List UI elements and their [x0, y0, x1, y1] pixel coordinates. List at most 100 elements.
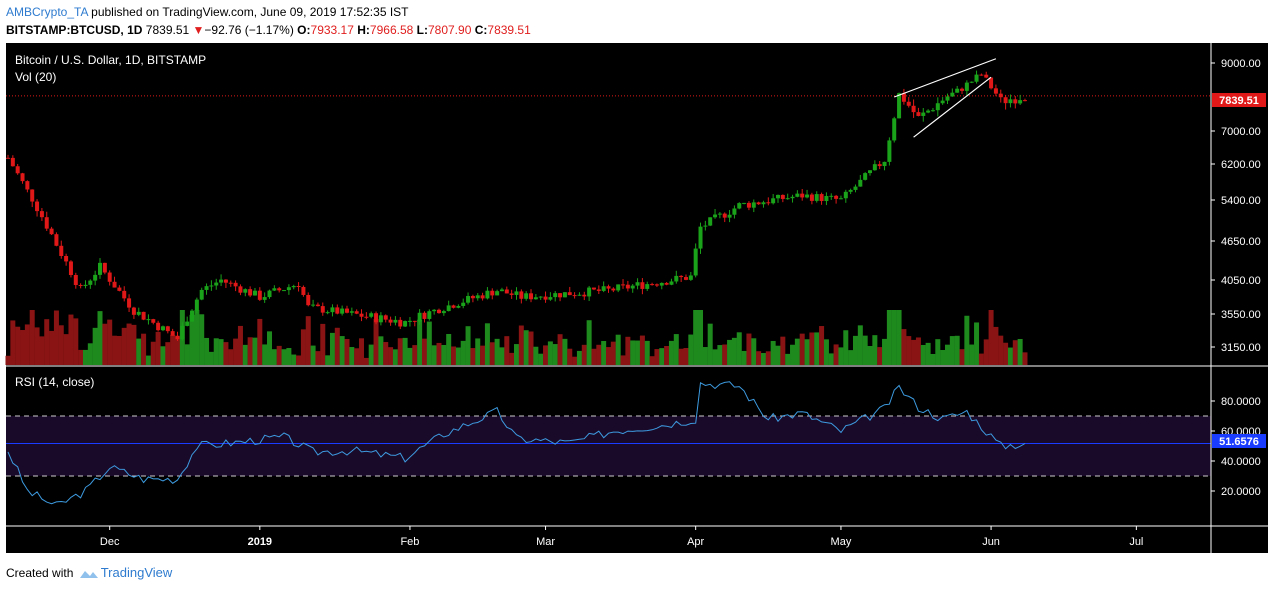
down-arrow-icon: ▼ [192, 23, 205, 37]
volume-bar [576, 350, 582, 365]
candle-body [582, 294, 587, 297]
volume-bar [538, 353, 544, 365]
candle-body [499, 289, 504, 292]
volume-bar [49, 330, 55, 365]
volume-bar [920, 344, 926, 365]
candle-body [54, 234, 59, 246]
volume-bar [785, 353, 791, 365]
tradingview-link[interactable]: TradingView [100, 565, 173, 580]
candle-body [340, 308, 345, 314]
volume-bar [20, 330, 26, 365]
candle-body [674, 275, 679, 282]
volume-bar [276, 345, 282, 365]
volume-bar [247, 337, 253, 365]
candle-body [698, 226, 703, 249]
candle-body [742, 202, 747, 204]
candle-body [20, 173, 25, 182]
candle-body [272, 288, 277, 291]
candle-body [834, 195, 839, 199]
candle-body [930, 110, 935, 112]
volume-bar [397, 338, 403, 365]
volume-bar [969, 344, 975, 365]
candle-body [780, 194, 785, 199]
volume-bar [1003, 342, 1009, 365]
volume-bar [237, 325, 243, 365]
candle-body [199, 289, 204, 300]
candle-body [664, 282, 669, 285]
volume-bar [242, 344, 248, 365]
volume-bar [770, 340, 776, 365]
candle-body [790, 196, 795, 199]
candle-body [829, 195, 834, 197]
candle-body [979, 74, 984, 76]
volume-bar [300, 329, 306, 365]
candle-body [645, 284, 650, 289]
candle-body [1022, 100, 1027, 102]
author-link[interactable]: AMBCrypto_TA [6, 5, 88, 19]
rsi-pane-title: RSI (14, close) [15, 375, 94, 389]
candle-body [475, 295, 480, 299]
volume-bar [271, 349, 277, 365]
volume-bar [620, 355, 626, 365]
candle-body [756, 202, 761, 205]
candle-body [335, 307, 340, 314]
candle-body [6, 157, 10, 159]
volume-bar [475, 338, 481, 365]
close-label: C: [474, 23, 488, 37]
volume-bar [712, 349, 718, 365]
volume-bar [722, 344, 728, 365]
candle-body [1018, 100, 1023, 104]
last-price: 7839.51 [145, 23, 190, 37]
candle-body [185, 321, 190, 326]
volume-bar [794, 338, 800, 365]
volume-bar [998, 335, 1004, 365]
volume-bar [746, 333, 752, 365]
candle-body [59, 245, 64, 257]
candle-body [175, 335, 180, 340]
volume-bar [639, 335, 645, 365]
volume-bar [877, 347, 883, 365]
candle-body [1008, 99, 1013, 104]
volume-bar [426, 321, 432, 365]
volume-bar [848, 350, 854, 365]
tradingview-chart[interactable]: 9000.00 7000.00 6200.00 5400.00 4650.00 4050.… [0, 0, 1274, 560]
candle-body [911, 105, 916, 113]
candle-body [916, 112, 921, 116]
open-value: 7933.17 [310, 23, 354, 37]
volume-bar [189, 314, 195, 365]
volume-bar [983, 339, 989, 365]
volume-bar [741, 350, 747, 365]
volume-bar [625, 336, 631, 365]
rising-wedge-annotation[interactable] [894, 58, 997, 138]
time-axis[interactable]: Dec 2019 Feb Mar Apr May Jun Jul [100, 526, 1143, 548]
volume-bar [606, 347, 611, 365]
candle-body [669, 281, 674, 285]
volume-bar [223, 342, 229, 365]
volume-bar [329, 332, 335, 365]
candle-body [567, 292, 572, 296]
volume-bar [286, 348, 292, 365]
candle-body [717, 213, 722, 215]
candle-body [93, 274, 98, 281]
candle-body [529, 293, 534, 300]
candle-body [369, 313, 374, 317]
volume-bar [373, 318, 379, 365]
volume-bar [155, 331, 161, 365]
publish-line: AMBCrypto_TA published on TradingView.co… [6, 5, 409, 19]
time-tick-label: Jun [982, 536, 1000, 548]
symbol-line: BITSTAMP:BTCUSD, 1D 7839.51 ▼−92.76 (−1.… [6, 23, 531, 37]
candle-body [378, 315, 383, 323]
candle-body [872, 164, 877, 171]
candle-body [480, 295, 485, 299]
volume-bar [688, 334, 694, 365]
volume-bar [886, 310, 892, 365]
candle-body [659, 282, 664, 286]
volume-bar [446, 333, 452, 365]
volume-bar [867, 346, 873, 365]
candle-body [504, 289, 509, 294]
candle-body [412, 320, 417, 322]
candle-body [969, 81, 974, 83]
candle-body [887, 140, 892, 162]
candle-body [679, 275, 684, 278]
volume-bar [354, 348, 360, 365]
